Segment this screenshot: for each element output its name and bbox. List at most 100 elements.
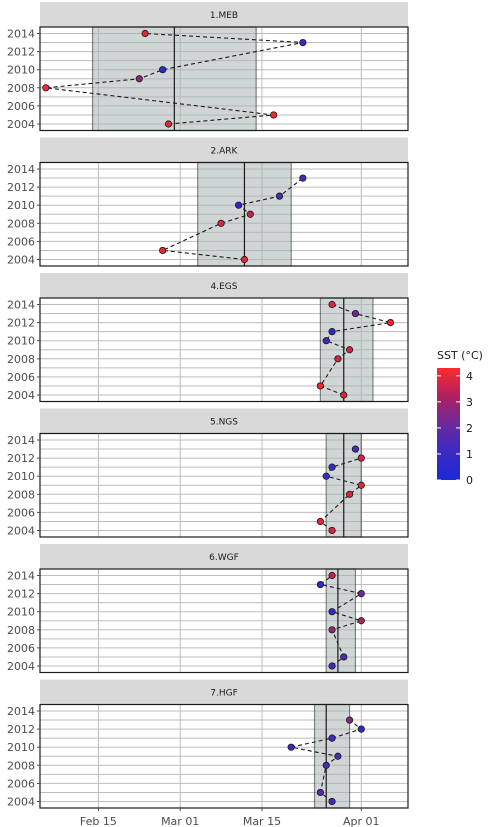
facet-strip-label: 1.MEB [210, 11, 238, 21]
data-point [334, 355, 342, 363]
legend-title: SST (°C) [437, 349, 483, 362]
data-point [345, 490, 354, 498]
y-tick-label: 2006 [7, 235, 35, 248]
y-tick-label: 2004 [7, 118, 35, 131]
data-point [334, 752, 342, 760]
y-tick-label: 2010 [7, 199, 35, 212]
y-tick-label: 2004 [7, 796, 35, 809]
data-point [345, 346, 354, 354]
data-point [357, 589, 365, 598]
data-point [275, 192, 284, 200]
facet-panel: 6.WGF 2004 2006 2008 2010 2012 2014 [7, 544, 409, 674]
data-point [316, 580, 324, 589]
y-tick-label: 2008 [7, 217, 35, 230]
facet-panels: 1.MEB 2004 2006 2008 2010 2012 2014 2.ARK 2004 20… [7, 2, 409, 809]
facet-panel: 2.ARK 2004 2006 2008 2010 2012 2014 [7, 137, 409, 267]
data-point [328, 626, 336, 634]
facet-panel: 1.MEB 2004 2006 2008 2010 2012 2014 [7, 2, 409, 132]
facet-strip-label: 5.NGS [210, 418, 238, 428]
panel-border [39, 297, 409, 403]
panel-border [39, 432, 409, 538]
data-point [357, 454, 365, 462]
data-point [235, 201, 243, 209]
data-point [351, 309, 360, 318]
x-tick-label: Apr 01 [343, 815, 380, 827]
y-tick-label: 2008 [7, 353, 35, 366]
data-point [287, 743, 295, 751]
data-point [316, 788, 324, 797]
facet-panel: 5.NGS 2004 2006 2008 2010 2012 2014 [7, 408, 409, 538]
x-tick-label: Feb 15 [80, 815, 117, 827]
y-tick-label: 2014 [7, 705, 35, 718]
y-tick-label: 2014 [7, 163, 35, 176]
y-tick-label: 2014 [7, 28, 35, 41]
series-path [319, 448, 363, 531]
data-point [328, 734, 336, 742]
data-point [246, 210, 254, 218]
data-point [159, 66, 167, 74]
legend-tick-label: 3 [466, 396, 473, 409]
data-point [357, 617, 365, 625]
data-point [322, 337, 330, 345]
panel-border [39, 161, 409, 267]
data-point [357, 725, 365, 733]
data-point [270, 111, 278, 119]
data-point [328, 662, 336, 670]
y-tick-label: 2006 [7, 506, 35, 519]
y-tick-label: 2012 [7, 317, 35, 330]
data-point [322, 472, 330, 480]
y-tick-label: 2010 [7, 64, 35, 77]
data-point [328, 608, 336, 616]
data-point [322, 761, 330, 769]
data-point [340, 391, 348, 399]
y-tick-label: 2008 [7, 488, 35, 501]
legend-colorbar [437, 368, 460, 480]
x-axis: Feb 15 Mar 01 Mar 15 Apr 01 [80, 808, 380, 827]
panel-border [39, 26, 409, 132]
legend-tick-label: 0 [466, 474, 473, 487]
y-tick-label: 2010 [7, 335, 35, 348]
facet-panel: 4.EGS 2004 2006 2008 2010 2012 2014 [7, 273, 409, 403]
data-point [299, 174, 307, 182]
data-point [328, 300, 336, 309]
panel-border [39, 703, 409, 809]
y-tick-label: 2012 [7, 588, 35, 601]
data-point [386, 318, 395, 327]
y-tick-label: 2006 [7, 100, 35, 113]
y-tick-label: 2010 [7, 606, 35, 619]
legend-tick-label: 1 [466, 448, 473, 461]
x-tick-label: Mar 15 [243, 815, 281, 827]
data-point [42, 84, 50, 92]
data-point [328, 328, 336, 336]
data-point [340, 653, 348, 661]
y-tick-label: 2012 [7, 181, 35, 194]
y-tick-label: 2014 [7, 570, 35, 583]
facet-strip [40, 679, 408, 705]
y-tick-label: 2008 [7, 82, 35, 95]
data-point [328, 797, 336, 806]
data-point [345, 716, 354, 724]
y-tick-label: 2012 [7, 452, 35, 465]
y-tick-label: 2012 [7, 46, 35, 59]
y-tick-label: 2010 [7, 470, 35, 483]
y-tick-label: 2006 [7, 642, 35, 655]
facet-strip-label: 4.EGS [211, 282, 238, 292]
facet-strip [40, 408, 408, 434]
y-tick-label: 2014 [7, 299, 35, 312]
legend-tick-label: 2 [466, 422, 473, 435]
data-point [328, 463, 336, 471]
facet-strip-label: 7.HGF [210, 689, 238, 699]
y-tick-label: 2006 [7, 777, 35, 790]
legend-ticks: 0 1 2 3 4 [437, 370, 473, 487]
facet-strip [40, 273, 408, 298]
panel-border [39, 568, 409, 674]
data-point [316, 382, 324, 390]
data-point [164, 120, 173, 128]
facet-strip [40, 2, 408, 27]
data-point [357, 481, 365, 489]
data-point [328, 526, 336, 535]
y-tick-label: 2014 [7, 434, 35, 447]
data-point [351, 445, 360, 453]
x-tick-label: Mar 01 [161, 815, 199, 827]
